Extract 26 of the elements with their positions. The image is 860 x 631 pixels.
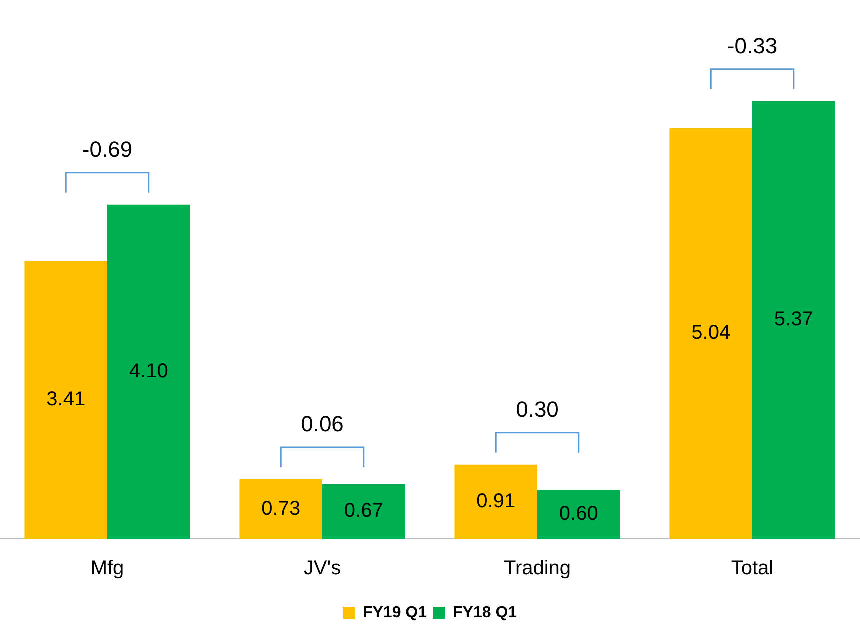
bar: [24, 261, 108, 539]
x-tick-label: JV's: [304, 558, 342, 580]
bar: [322, 484, 406, 539]
annotation: 0.06: [301, 412, 344, 437]
legend-label: FY18 Q1: [453, 604, 518, 622]
x-tick-label: Mfg: [90, 558, 124, 580]
data-label: 4.10: [129, 360, 168, 382]
bar: [538, 490, 620, 539]
annotation: -0.69: [82, 136, 133, 162]
data-label: 0.73: [262, 498, 301, 520]
data-label: 3.41: [46, 388, 86, 411]
x-tick-label: Trading: [504, 558, 572, 580]
data-label: 0.91: [476, 490, 516, 512]
data-label: 0.60: [559, 503, 598, 526]
text: -0.33: [727, 33, 778, 58]
data-label: 0.67: [344, 500, 384, 522]
data-label: 5.04: [692, 322, 731, 344]
bar: [670, 128, 752, 539]
x-tick-label: Total: [731, 558, 774, 580]
bar: [240, 480, 322, 539]
data-label: 5.37: [774, 308, 814, 331]
bar: [108, 204, 190, 539]
bar: [752, 101, 836, 539]
legend-label: FY19 Q1: [362, 604, 428, 622]
annotation: 0.30: [516, 396, 559, 422]
bar: [454, 464, 538, 539]
